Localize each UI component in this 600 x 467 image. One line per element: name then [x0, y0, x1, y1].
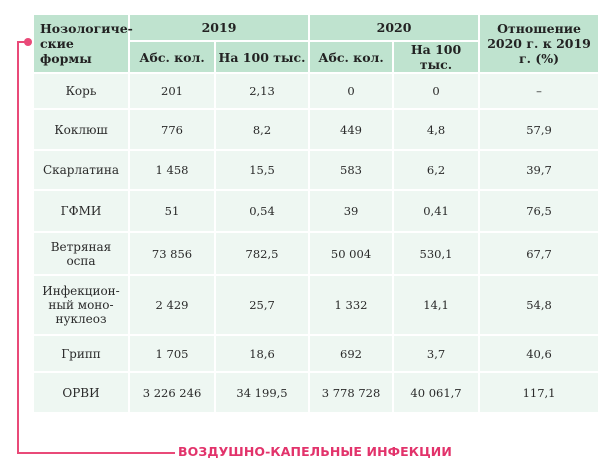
bracket-bottom-connector: [17, 452, 175, 454]
header-ratio: Отношение 2020 г. к 2019 г. (%): [480, 15, 599, 72]
table-row: Скарлатина 1 458 15,5 583 6,2 39,7: [34, 151, 599, 189]
abs-2020: 692: [310, 336, 393, 371]
bracket-vertical-line: [17, 42, 19, 454]
abs-2019: 3 226 246: [130, 373, 214, 412]
ratio: 57,9: [480, 110, 599, 149]
bracket-top-connector: [17, 41, 29, 43]
disease-name: Ветряная оспа: [34, 233, 128, 274]
table-row: ОРВИ 3 226 246 34 199,5 3 778 728 40 061…: [34, 373, 599, 412]
per100k-2020: 40 061,7: [394, 373, 479, 412]
header-ratio-line2: 2020 г. к 2019 г. (%): [487, 36, 591, 66]
abs-2020: 1 332: [310, 276, 393, 334]
per100k-2020: 14,1: [394, 276, 479, 334]
header-name-line2: ские формы: [40, 36, 92, 66]
disease-name: ОРВИ: [34, 373, 128, 412]
section-label: ВОЗДУШНО-КАПЕЛЬНЫЕ ИНФЕКЦИИ: [178, 444, 452, 459]
abs-2020: 449: [310, 110, 393, 149]
ratio: –: [480, 74, 599, 108]
header-abs-2020: Абс. кол.: [310, 42, 393, 72]
abs-2020: 583: [310, 151, 393, 189]
header-abs-2019: Абс. кол.: [130, 42, 214, 72]
ratio: 117,1: [480, 373, 599, 412]
table-row: Корь 201 2,13 0 0 –: [34, 74, 599, 108]
abs-2019: 1 705: [130, 336, 214, 371]
disease-name: Инфекцион- ный моно- нуклеоз: [34, 276, 128, 334]
ratio: 39,7: [480, 151, 599, 189]
abs-2020: 39: [310, 191, 393, 231]
per100k-2020: 6,2: [394, 151, 479, 189]
disease-name-line: ный моно-: [48, 298, 114, 312]
per100k-2020: 0: [394, 74, 479, 108]
header-name-line1: Нозологиче-: [40, 21, 133, 36]
header-per100k-2019: На 100 тыс.: [216, 42, 309, 72]
abs-2019: 776: [130, 110, 214, 149]
per100k-2019: 25,7: [216, 276, 309, 334]
infections-table: Нозологиче- ские формы 2019 2020 Отношен…: [32, 13, 600, 414]
disease-name-line: нуклеоз: [55, 312, 107, 326]
table-row: Коклюш 776 8,2 449 4,8 57,9: [34, 110, 599, 149]
header-nosological-forms: Нозологиче- ские формы: [34, 15, 133, 72]
per100k-2020: 0,41: [394, 191, 479, 231]
table-row: Инфекцион- ный моно- нуклеоз 2 429 25,7 …: [34, 276, 599, 334]
disease-name: Скарлатина: [34, 151, 128, 189]
per100k-2020: 530,1: [394, 233, 479, 274]
table-row: ГФМИ 51 0,54 39 0,41 76,5: [34, 191, 599, 231]
disease-name: ГФМИ: [34, 191, 128, 231]
disease-name: Коклюш: [34, 110, 128, 149]
per100k-2019: 0,54: [216, 191, 309, 231]
per100k-2019: 8,2: [216, 110, 309, 149]
per100k-2020: 4,8: [394, 110, 479, 149]
abs-2020: 0: [310, 74, 393, 108]
bracket-dot-marker: [24, 38, 32, 46]
abs-2019: 1 458: [130, 151, 214, 189]
per100k-2019: 15,5: [216, 151, 309, 189]
ratio: 67,7: [480, 233, 599, 274]
per100k-2019: 782,5: [216, 233, 309, 274]
abs-2020: 3 778 728: [310, 373, 393, 412]
ratio: 76,5: [480, 191, 599, 231]
abs-2019: 51: [130, 191, 214, 231]
header-year-2020: 2020: [310, 15, 479, 40]
disease-name-line: оспа: [66, 253, 96, 268]
ratio: 54,8: [480, 276, 599, 334]
ratio: 40,6: [480, 336, 599, 371]
per100k-2019: 2,13: [216, 74, 309, 108]
table-row: Грипп 1 705 18,6 692 3,7 40,6: [34, 336, 599, 371]
header-year-2019: 2019: [130, 15, 309, 40]
disease-name-line: Ветряная: [50, 239, 112, 254]
per100k-2020: 3,7: [394, 336, 479, 371]
abs-2019: 201: [130, 74, 214, 108]
per100k-2019: 18,6: [216, 336, 309, 371]
disease-name-line: Инфекцион-: [42, 284, 120, 298]
per100k-2019: 34 199,5: [216, 373, 309, 412]
abs-2019: 2 429: [130, 276, 214, 334]
header-per100k-2020: На 100 тыс.: [394, 42, 479, 72]
table-row: Ветряная оспа 73 856 782,5 50 004 530,1 …: [34, 233, 599, 274]
disease-name: Корь: [34, 74, 128, 108]
header-ratio-line1: Отношение: [497, 21, 581, 36]
disease-name: Грипп: [34, 336, 128, 371]
abs-2019: 73 856: [130, 233, 214, 274]
abs-2020: 50 004: [310, 233, 393, 274]
